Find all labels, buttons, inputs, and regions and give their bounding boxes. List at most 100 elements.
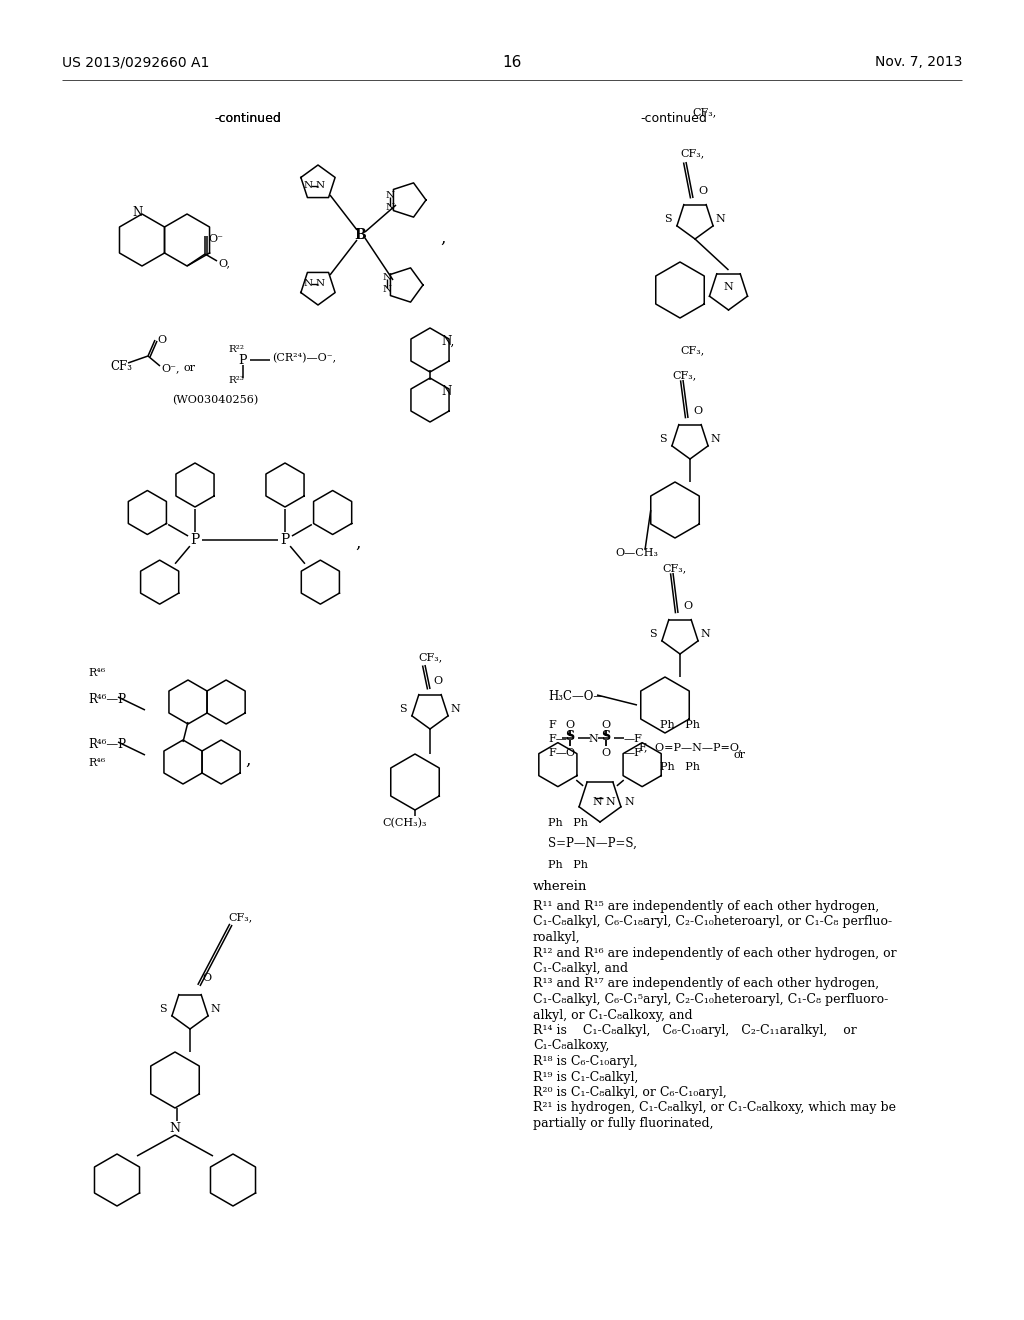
Text: R¹⁸ is C₆-C₁₀aryl,: R¹⁸ is C₆-C₁₀aryl, [534, 1055, 638, 1068]
Text: ,: , [440, 230, 445, 247]
Text: -continued: -continued [640, 112, 707, 125]
Text: O: O [565, 748, 574, 758]
Text: O,: O, [218, 257, 230, 268]
Text: N: N [710, 434, 720, 444]
Text: N: N [441, 384, 452, 397]
Text: (CR²⁴)—O⁻,: (CR²⁴)—O⁻, [272, 352, 336, 363]
Text: R¹¹ and R¹⁵ are independently of each other hydrogen,: R¹¹ and R¹⁵ are independently of each ot… [534, 900, 880, 913]
Text: R⁴⁶: R⁴⁶ [88, 668, 105, 678]
Text: O: O [433, 676, 442, 686]
Text: N: N [724, 282, 733, 292]
Text: S: S [649, 630, 656, 639]
Text: CF₃,: CF₃, [418, 652, 442, 663]
Text: S: S [565, 730, 574, 743]
Text: C₁-C₈alkyl, C₆-C₁⁵aryl, C₂-C₁₀heteroaryl, C₁-C₈ perfluoro-: C₁-C₈alkyl, C₆-C₁⁵aryl, C₂-C₁₀heteroaryl… [534, 993, 888, 1006]
Text: N: N [315, 280, 325, 289]
Text: CF₃,: CF₃, [228, 912, 252, 921]
Text: 16: 16 [503, 55, 521, 70]
Text: N: N [382, 272, 391, 281]
Text: N: N [170, 1122, 180, 1134]
Text: N: N [605, 797, 614, 807]
Text: O: O [157, 335, 166, 345]
Text: O: O [698, 186, 708, 195]
Text: F—: F— [548, 748, 567, 758]
Text: Ph   Ph: Ph Ph [660, 719, 700, 730]
Text: F—: F— [548, 734, 567, 744]
Text: C₁-C₈alkyl, and: C₁-C₈alkyl, and [534, 962, 628, 975]
Text: O: O [601, 719, 610, 730]
Text: R²¹ is hydrogen, C₁-C₈alkyl, or C₁-C₈alkoxy, which may be: R²¹ is hydrogen, C₁-C₈alkyl, or C₁-C₈alk… [534, 1101, 896, 1114]
Text: B: B [354, 228, 366, 242]
Text: CF₃: CF₃ [110, 360, 132, 374]
Text: CF₃,: CF₃, [680, 148, 705, 158]
Text: R²³: R²³ [228, 376, 244, 385]
Text: O: O [202, 973, 211, 983]
Text: or: or [733, 750, 745, 760]
Text: R²²: R²² [228, 345, 244, 354]
Text: O: O [601, 748, 610, 758]
Text: O=P—N—P=O,: O=P—N—P=O, [648, 742, 741, 752]
Text: CF₃,: CF₃, [680, 345, 705, 355]
Text: N,: N, [441, 334, 455, 347]
Text: alkyl, or C₁-C₈alkoxy, and: alkyl, or C₁-C₈alkoxy, and [534, 1008, 692, 1022]
Text: N: N [385, 190, 394, 199]
Text: S: S [659, 434, 667, 444]
Text: O—CH₃: O—CH₃ [615, 548, 658, 558]
Text: or: or [183, 363, 195, 374]
Text: N: N [210, 1005, 220, 1014]
Text: -continued: -continued [215, 112, 282, 125]
Text: Ph   Ph: Ph Ph [660, 762, 700, 772]
Text: H₃C—O—: H₃C—O— [548, 690, 605, 704]
Text: —F: —F [624, 748, 643, 758]
Text: CF₃,: CF₃, [672, 370, 696, 380]
Text: N: N [315, 181, 325, 190]
Text: CF₃,: CF₃, [692, 107, 716, 117]
Text: S: S [399, 704, 407, 714]
Text: R¹⁴ is    C₁-C₈alkyl,   C₆-C₁₀aryl,   C₂-C₁₁aralkyl,    or: R¹⁴ is C₁-C₈alkyl, C₆-C₁₀aryl, C₂-C₁₁ara… [534, 1024, 857, 1038]
Text: O: O [683, 601, 692, 611]
Text: R¹³ and R¹⁷ are independently of each other hydrogen,: R¹³ and R¹⁷ are independently of each ot… [534, 978, 880, 990]
Text: R¹⁹ is C₁-C₈alkyl,: R¹⁹ is C₁-C₈alkyl, [534, 1071, 638, 1084]
Text: S: S [159, 1005, 167, 1014]
Text: roalkyl,: roalkyl, [534, 931, 581, 944]
Text: C(CH₃)₃: C(CH₃)₃ [383, 818, 427, 829]
Text: N: N [385, 203, 394, 213]
Text: N: N [715, 214, 725, 224]
Text: R⁴⁶: R⁴⁶ [88, 758, 105, 768]
Text: S: S [664, 214, 672, 224]
Text: S=P—N—P=S,: S=P—N—P=S, [548, 837, 637, 850]
Text: N: N [624, 797, 634, 807]
Text: C₁-C₈alkyl, C₆-C₁₈aryl, C₂-C₁₀heteroaryl, or C₁-C₈ perfluo-: C₁-C₈alkyl, C₆-C₁₈aryl, C₂-C₁₀heteroaryl… [534, 916, 892, 928]
Text: Ph   Ph: Ph Ph [548, 861, 588, 870]
Text: partially or fully fluorinated,: partially or fully fluorinated, [534, 1117, 714, 1130]
Text: N: N [700, 630, 710, 639]
Text: N: N [303, 280, 312, 289]
Text: N: N [592, 797, 602, 807]
Text: F: F [548, 719, 556, 730]
Text: US 2013/0292660 A1: US 2013/0292660 A1 [62, 55, 209, 69]
Text: ,: , [245, 752, 251, 770]
Text: R⁴⁶—P: R⁴⁶—P [88, 693, 126, 706]
Text: O: O [565, 719, 574, 730]
Text: S: S [601, 730, 610, 743]
Text: ,: , [355, 535, 360, 552]
Text: O: O [693, 407, 702, 416]
Text: Ph   Ph: Ph Ph [548, 818, 588, 828]
Text: N: N [450, 704, 460, 714]
Text: —F: —F [624, 734, 643, 744]
Text: N: N [588, 734, 598, 744]
Text: R²⁰ is C₁-C₈alkyl, or C₆-C₁₀aryl,: R²⁰ is C₁-C₈alkyl, or C₆-C₁₀aryl, [534, 1086, 727, 1100]
Text: (WO03040256): (WO03040256) [172, 395, 258, 405]
Text: wherein: wherein [534, 880, 588, 894]
Text: P: P [281, 533, 290, 546]
Text: N: N [133, 206, 143, 219]
Text: R¹² and R¹⁶ are independently of each other hydrogen, or: R¹² and R¹⁶ are independently of each ot… [534, 946, 897, 960]
Text: N: N [303, 181, 312, 190]
Text: CF₃,: CF₃, [662, 564, 686, 573]
Text: N: N [382, 285, 391, 294]
Text: P: P [190, 533, 200, 546]
Text: R⁴⁶—P: R⁴⁶—P [88, 738, 126, 751]
Text: P: P [239, 354, 247, 367]
Text: -continued: -continued [215, 112, 282, 125]
Text: C₁-C₈alkoxy,: C₁-C₈alkoxy, [534, 1040, 609, 1052]
